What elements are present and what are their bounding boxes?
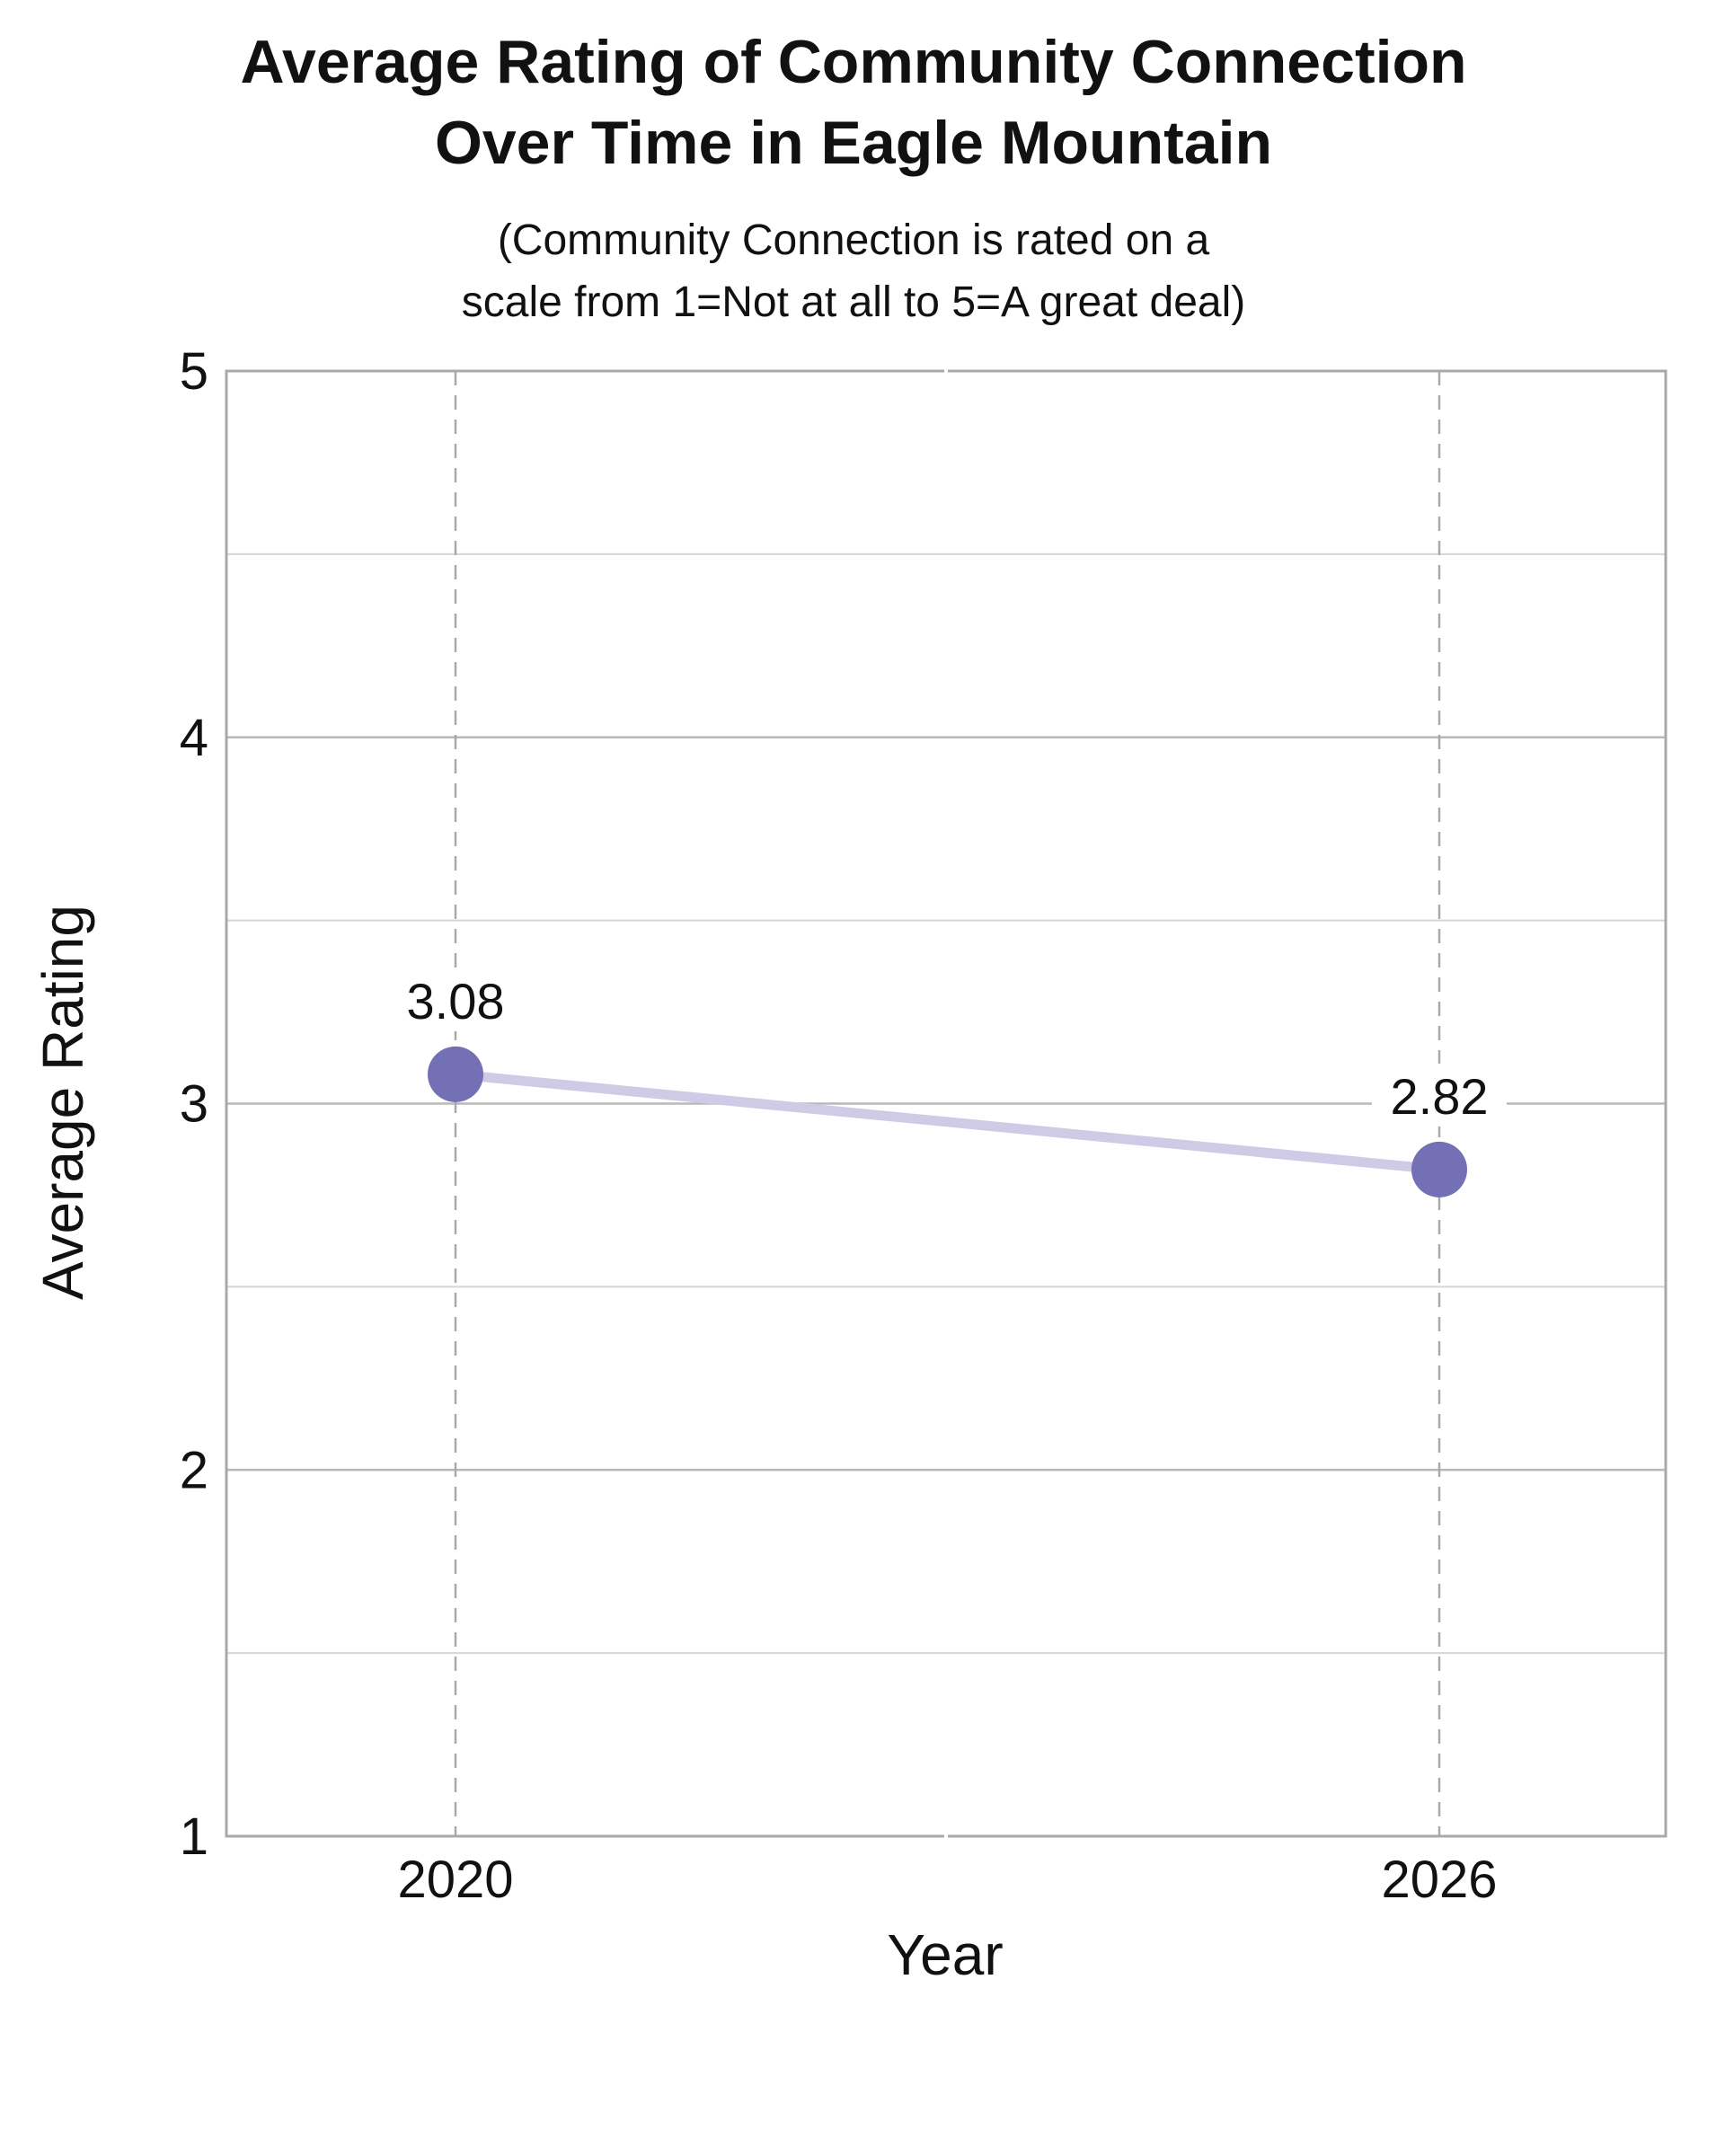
y-tick-label: 2 — [180, 1441, 208, 1499]
plot-area: 1 2 3 4 5 2020 2026 3.08 2.82 — [180, 342, 1668, 1909]
data-label-background — [388, 968, 523, 1031]
x-tick-label-2026: 2026 — [1381, 1851, 1497, 1909]
y-tick-label: 5 — [180, 342, 208, 401]
y-tick-label: 1 — [180, 1807, 208, 1866]
data-point-2020 — [428, 1046, 483, 1102]
chart-title-line-2: Over Time in Eagle Mountain — [435, 109, 1272, 177]
data-label-2026: 2.82 — [1391, 1068, 1489, 1125]
chart-subtitle-line-1: (Community Connection is rated on a — [498, 216, 1210, 264]
x-tick-label-2020: 2020 — [397, 1851, 513, 1909]
chart-title-line-1: Average Rating of Community Connection — [240, 28, 1466, 96]
series-line — [450, 1069, 1445, 1175]
data-label-background — [1372, 1063, 1507, 1127]
y-axis-label: Average Rating — [31, 905, 95, 1300]
data-point-2026 — [1411, 1141, 1467, 1197]
data-label-2020: 3.08 — [407, 973, 505, 1029]
chart-subtitle-line-2: scale from 1=Not at all to 5=A great dea… — [462, 278, 1245, 326]
y-tick-label: 4 — [180, 709, 208, 767]
y-tick-label: 3 — [180, 1075, 208, 1134]
x-axis-label: Year — [887, 1922, 1003, 1987]
